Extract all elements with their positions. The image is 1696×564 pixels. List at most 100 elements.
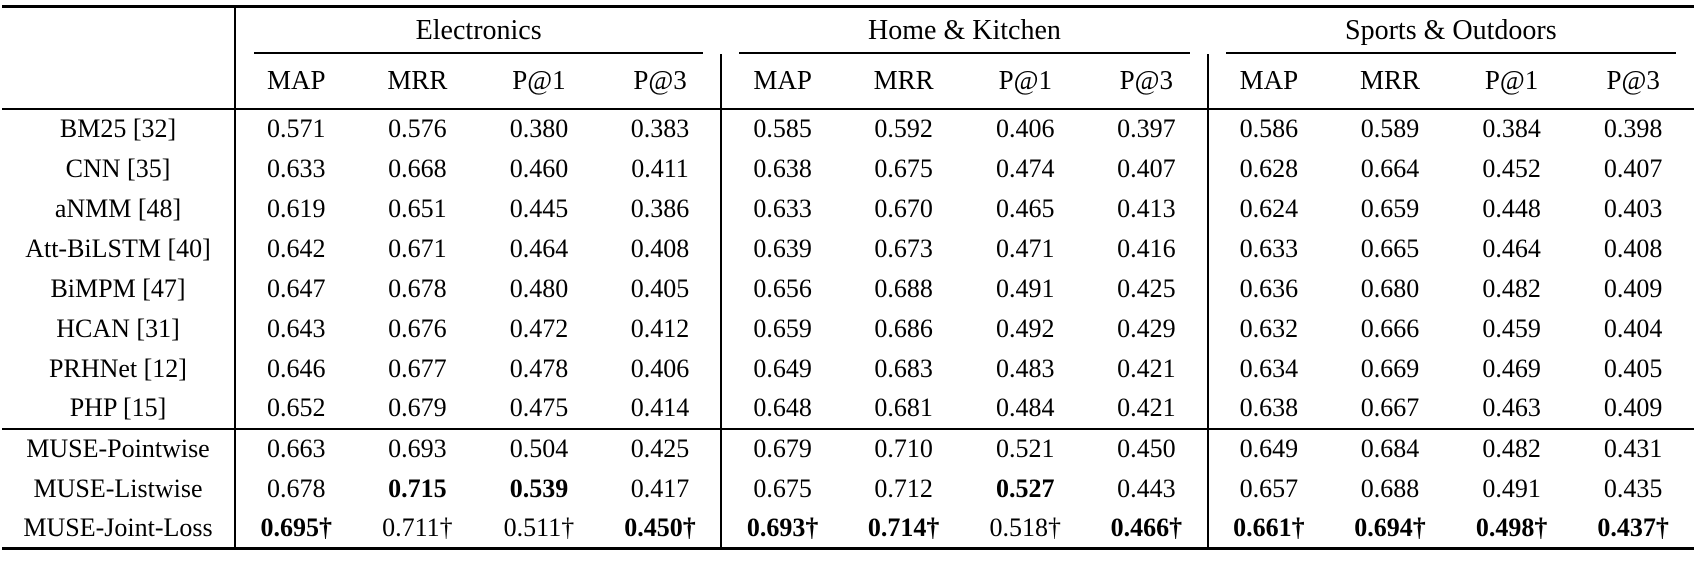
value-cell: 0.466†: [1110, 512, 1183, 542]
value-cell: 0.585: [720, 108, 843, 149]
value-cell: 0.464: [509, 233, 569, 263]
table-row: MUSE-Listwise 0.678 0.715 0.539 0.417 0.675 0.…: [2, 468, 1694, 509]
section-muse: MUSE-Pointwise 0.663 0.693 0.504 0.425 0.679 0…: [2, 427, 1694, 549]
value-cell: 0.407: [1117, 153, 1176, 183]
metric-header: MAP: [1206, 53, 1330, 110]
group-header-row: Electronics Home & Kitchen Sports & Outdoo…: [2, 6, 1694, 54]
value-cell: 0.421: [1117, 393, 1176, 422]
metric-header: MRR: [842, 53, 965, 110]
value-cell: 0.668: [388, 153, 447, 183]
value-cell: 0.667: [1360, 393, 1420, 422]
value-cell: 0.688: [1360, 473, 1420, 503]
value-cell: 0.675: [874, 153, 933, 183]
value-cell: 0.659: [1360, 193, 1420, 223]
value-cell: 0.678: [388, 273, 447, 303]
row-label: CNN [35]: [65, 153, 171, 183]
value-cell: 0.694†: [1354, 512, 1426, 542]
value-cell: 0.652: [234, 388, 357, 429]
value-cell: 0.683: [874, 353, 933, 383]
value-cell: 0.666: [1360, 313, 1420, 343]
value-cell: 0.408: [630, 233, 690, 263]
table-row: CNN [35] 0.633 0.668 0.460 0.411 0.638 0.675 0.…: [2, 148, 1694, 189]
value-cell: 0.405: [630, 273, 690, 303]
value-cell: 0.386: [630, 193, 690, 223]
value-cell: 0.521: [964, 427, 1087, 469]
value-cell: 0.711†: [382, 512, 453, 542]
value-cell: 0.589: [1360, 114, 1420, 143]
row-label: PHP [15]: [69, 393, 167, 422]
value-cell: 0.482: [1450, 427, 1573, 469]
group-header-electronics: Electronics: [235, 7, 721, 54]
metric-header: MAP: [720, 53, 843, 110]
value-cell: 0.459: [1482, 313, 1541, 343]
value-cell: 0.664: [1360, 153, 1420, 183]
value-cell: 0.636: [1206, 268, 1330, 309]
value-cell: 0.679: [720, 427, 843, 469]
value-cell: 0.398: [1603, 114, 1663, 143]
value-cell: 0.478: [509, 353, 569, 383]
value-cell: 0.634: [1206, 348, 1330, 389]
value-cell: 0.469: [1482, 353, 1541, 383]
metric-header-row: MAP MRR P@1 P@3 MAP MRR P@1 P@3 MAP MRR P@1 P@3: [2, 53, 1694, 110]
value-cell: 0.673: [874, 233, 933, 263]
row-label: HCAN [31]: [56, 313, 180, 343]
value-cell: 0.383: [630, 114, 690, 143]
value-cell: 0.480: [509, 273, 569, 303]
value-cell: 0.421: [1117, 353, 1176, 383]
value-cell: 0.414: [630, 393, 690, 422]
value-cell: 0.443: [1117, 473, 1176, 503]
value-cell: 0.472: [509, 313, 569, 343]
value-cell: 0.406: [996, 114, 1055, 143]
value-cell: 0.671: [388, 233, 447, 263]
value-cell: 0.504: [478, 427, 600, 469]
value-cell: 0.397: [1117, 114, 1176, 143]
table-row: BM25 [32] 0.571 0.576 0.380 0.383 0.585 0.592 0…: [2, 108, 1694, 149]
value-cell: 0.448: [1482, 193, 1541, 223]
metric-header: P@1: [478, 53, 600, 110]
group-header-sports-outdoors: Sports & Outdoors: [1208, 7, 1694, 54]
table-header: Electronics Home & Kitchen Sports & Outdoo…: [2, 6, 1694, 110]
value-cell: 0.445: [509, 193, 569, 223]
value-cell: 0.681: [874, 393, 933, 422]
value-cell: 0.693†: [720, 508, 843, 549]
metric-header: P@3: [599, 53, 722, 110]
value-cell: 0.659: [720, 308, 843, 349]
value-cell: 0.628: [1206, 148, 1330, 189]
value-cell: 0.413: [1117, 193, 1176, 223]
value-cell: 0.632: [1206, 308, 1330, 349]
value-cell: 0.491: [1482, 473, 1541, 503]
value-cell: 0.675: [720, 468, 843, 509]
value-cell: 0.409: [1603, 393, 1663, 422]
metric-header: MRR: [356, 53, 479, 110]
row-label: Att-BiLSTM [40]: [25, 233, 211, 263]
value-cell: 0.642: [234, 228, 357, 269]
value-cell: 0.649: [720, 348, 843, 389]
value-cell: 0.492: [996, 313, 1055, 343]
value-cell: 0.518†: [989, 512, 1062, 542]
value-cell: 0.680: [1360, 273, 1420, 303]
row-label: MUSE-Joint-Loss: [23, 512, 213, 542]
value-cell: 0.435: [1603, 473, 1663, 503]
value-cell: 0.665: [1360, 233, 1420, 263]
table-row: aNMM [48] 0.619 0.651 0.445 0.386 0.633 0.670 0…: [2, 188, 1694, 229]
row-label: MUSE-Listwise: [33, 473, 203, 503]
value-cell: 0.425: [1117, 273, 1176, 303]
value-cell: 0.384: [1482, 114, 1541, 143]
value-cell: 0.715: [388, 473, 447, 503]
value-cell: 0.460: [509, 153, 569, 183]
section-baselines: BM25 [32] 0.571 0.576 0.380 0.383 0.585 0.592 0…: [2, 108, 1694, 429]
value-cell: 0.693: [356, 427, 479, 469]
value-cell: 0.639: [720, 228, 843, 269]
value-cell: 0.380: [509, 114, 569, 143]
value-cell: 0.527: [996, 473, 1055, 503]
value-cell: 0.643: [234, 308, 357, 349]
value-cell: 0.586: [1206, 108, 1330, 149]
value-cell: 0.405: [1603, 353, 1663, 383]
metric-row-spacer: [2, 53, 235, 110]
row-label: BiMPM [47]: [50, 273, 186, 303]
value-cell: 0.409: [1603, 273, 1663, 303]
table-row: PHP [15] 0.652 0.679 0.475 0.414 0.648 0.681 0.…: [2, 388, 1694, 429]
value-cell: 0.450†: [624, 512, 696, 542]
value-cell: 0.482: [1482, 273, 1541, 303]
value-cell: 0.663: [234, 427, 357, 469]
